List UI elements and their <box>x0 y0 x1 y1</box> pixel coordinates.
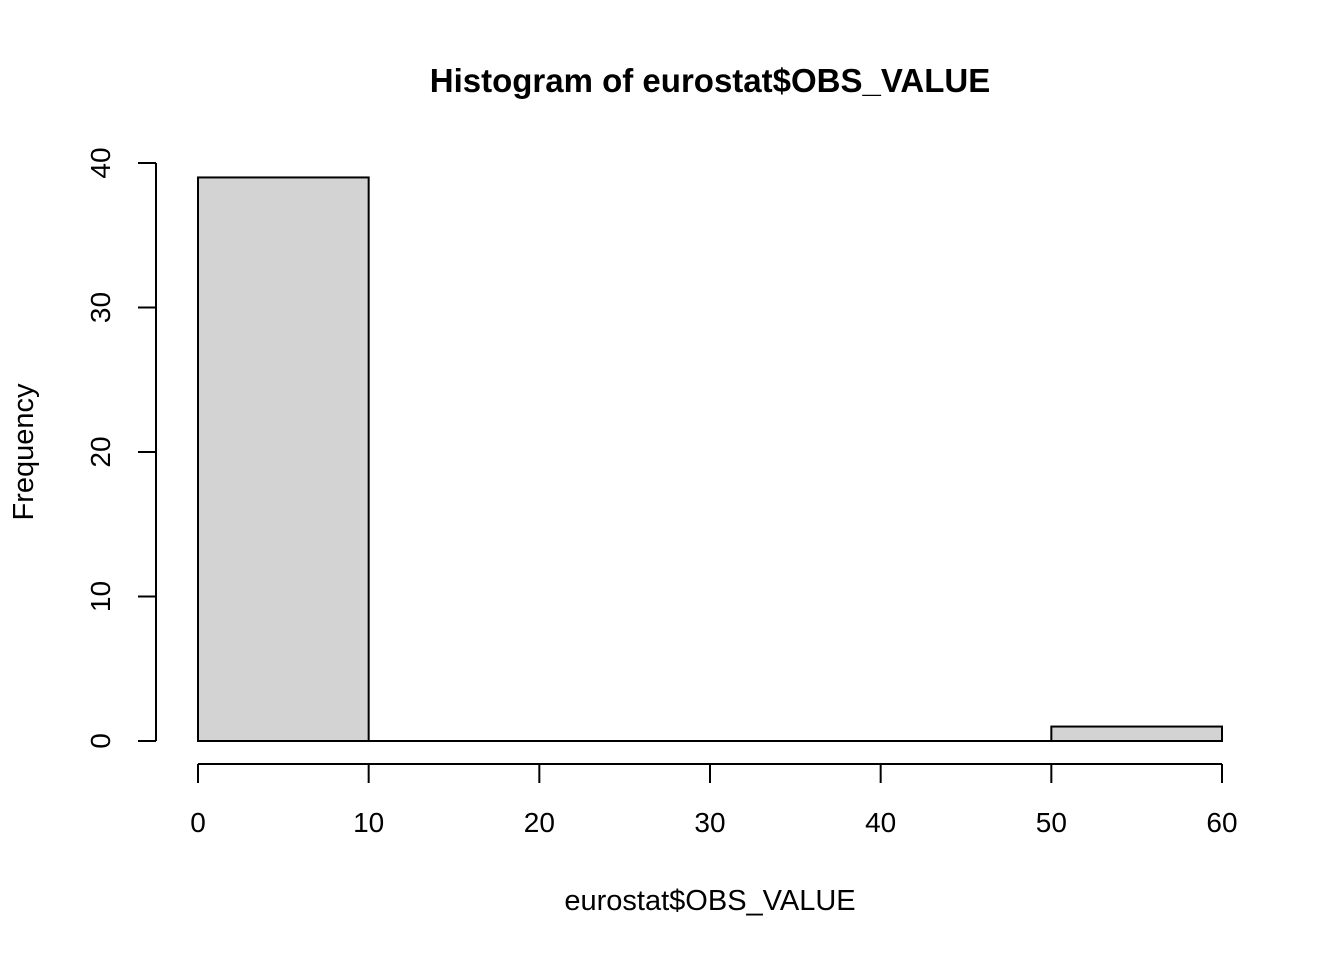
x-axis-tick-label: 60 <box>1206 807 1237 838</box>
histogram-bar <box>197 176 370 742</box>
y-axis-tick-label: 20 <box>85 436 116 467</box>
bars-layer <box>197 176 1224 742</box>
y-axis-tick-label: 10 <box>85 581 116 612</box>
x-axis-tick-label: 50 <box>1036 807 1067 838</box>
x-axis-tick-label: 30 <box>694 807 725 838</box>
y-axis-tick-label: 30 <box>85 292 116 323</box>
chart-title: Histogram of eurostat$OBS_VALUE <box>430 62 990 99</box>
y-axis-tick-label: 40 <box>85 147 116 178</box>
x-axis-tick-label: 20 <box>524 807 555 838</box>
axes-layer: 0 10 20 30 40 0 10 20 30 40 50 60 <box>85 147 1238 838</box>
y-axis-label: Frequency <box>8 383 40 521</box>
x-axis-tick-label: 0 <box>190 807 206 838</box>
y-axis-tick-label: 0 <box>85 733 116 749</box>
x-axis-label: eurostat$OBS_VALUE <box>564 885 855 917</box>
histogram-bar <box>1050 725 1224 742</box>
x-axis-tick-label: 40 <box>865 807 896 838</box>
x-axis-tick-label: 10 <box>353 807 384 838</box>
